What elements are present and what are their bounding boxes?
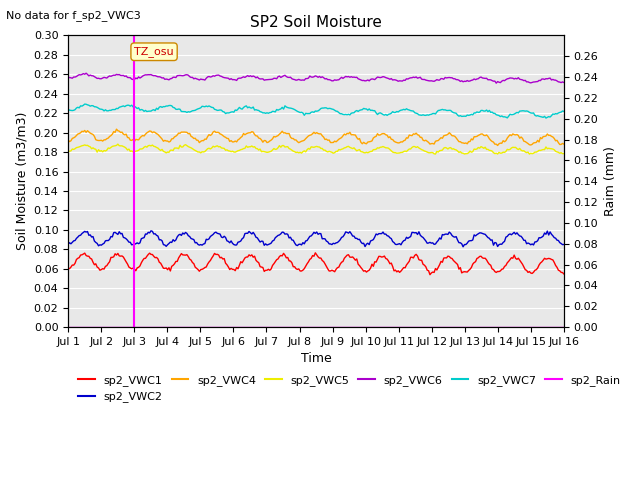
Y-axis label: Raim (mm): Raim (mm): [604, 146, 617, 216]
Text: No data for f_sp2_VWC3: No data for f_sp2_VWC3: [6, 10, 141, 21]
Text: TZ_osu: TZ_osu: [134, 46, 174, 57]
Y-axis label: Soil Moisture (m3/m3): Soil Moisture (m3/m3): [15, 112, 28, 251]
Title: SP2 Soil Moisture: SP2 Soil Moisture: [250, 15, 382, 30]
X-axis label: Time: Time: [301, 352, 332, 365]
Legend: sp2_VWC1, sp2_VWC2, sp2_VWC4, sp2_VWC5, sp2_VWC6, sp2_VWC7, sp2_Rain: sp2_VWC1, sp2_VWC2, sp2_VWC4, sp2_VWC5, …: [74, 371, 625, 407]
